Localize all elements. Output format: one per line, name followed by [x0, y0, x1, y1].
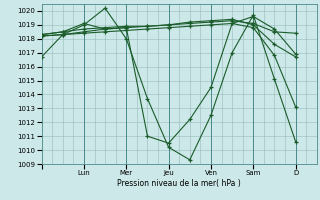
X-axis label: Pression niveau de la mer( hPa ): Pression niveau de la mer( hPa ): [117, 179, 241, 188]
